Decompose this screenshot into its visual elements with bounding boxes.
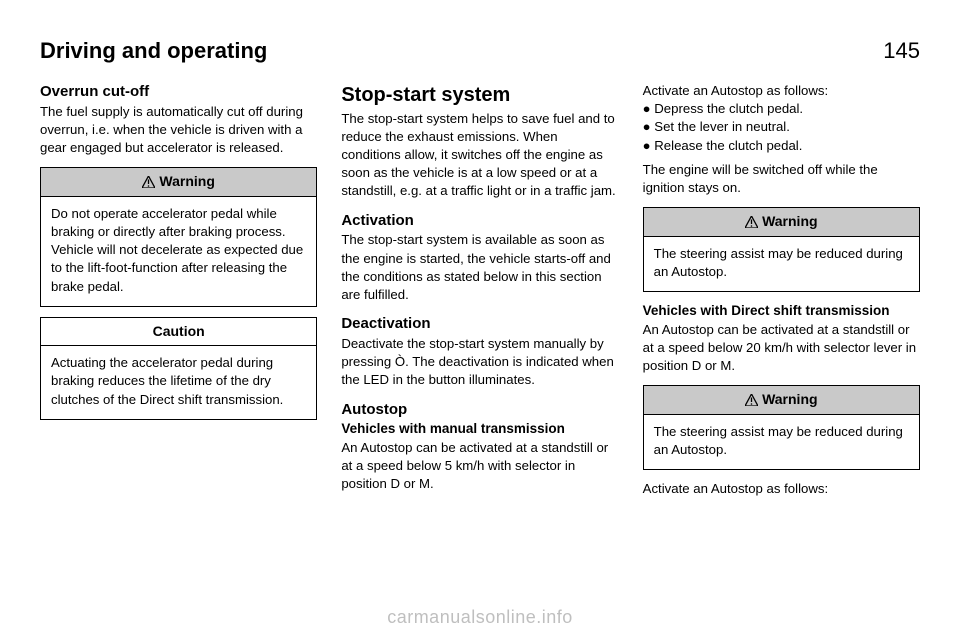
caution-box: Caution Actuating the accelerator pedal … xyxy=(40,317,317,420)
stopstart-intro: The stop-start system helps to save fuel… xyxy=(341,110,618,201)
autostop-manual-body: An Autostop can be activated at a stands… xyxy=(341,439,618,494)
watermark-text: carmanualsonline.info xyxy=(0,607,960,628)
autostop-step-2: ● Set the lever in neutral. xyxy=(643,118,920,136)
button-symbol: Ò xyxy=(395,354,405,369)
page-number: 145 xyxy=(883,38,920,64)
warning-box-1-label: Warning xyxy=(159,172,214,191)
warning-box-1-header: Warning xyxy=(41,168,316,196)
deactivation-body: Deactivate the stop-start system manuall… xyxy=(341,335,618,390)
warning-box-2-label: Warning xyxy=(762,212,817,231)
warning-box-1: Warning Do not operate accelerator pedal… xyxy=(40,167,317,306)
warning-triangle-icon xyxy=(745,394,758,406)
warning-box-3-header: Warning xyxy=(644,386,919,414)
page-title: Driving and operating xyxy=(40,38,267,64)
warning-box-3-label: Warning xyxy=(762,390,817,409)
caution-box-header: Caution xyxy=(41,318,316,346)
warning-box-2-body: The steering assist may be reduced durin… xyxy=(644,237,919,291)
manual-page: Driving and operating 145 Overrun cut-of… xyxy=(0,0,960,642)
caution-box-body: Actuating the accelerator pedal during b… xyxy=(41,346,316,419)
autostop-subheading-manual: Vehicles with manual transmission xyxy=(341,420,618,439)
warning-triangle-icon xyxy=(745,216,758,228)
deactivation-heading: Deactivation xyxy=(341,314,618,335)
warning-box-1-body: Do not operate accelerator pedal while b… xyxy=(41,197,316,306)
autostop-directshift-body: An Autostop can be activated at a stands… xyxy=(643,321,920,376)
autostop-step-3: ● Release the clutch pedal. xyxy=(643,137,920,155)
warning-box-2: Warning The steering assist may be reduc… xyxy=(643,207,920,292)
column-1: Overrun cut-off The fuel supply is autom… xyxy=(40,82,317,498)
page-header: Driving and operating 145 xyxy=(40,38,920,64)
overrun-heading: Overrun cut-off xyxy=(40,82,317,103)
autostop-heading: Autostop xyxy=(341,400,618,421)
autostop-activate-intro-2: Activate an Autostop as follows: xyxy=(643,480,920,498)
activation-body: The stop-start system is available as so… xyxy=(341,231,618,304)
autostop-subheading-directshift: Vehicles with Direct shift transmission xyxy=(643,302,920,321)
warning-box-3: Warning The steering assist may be reduc… xyxy=(643,385,920,470)
activation-heading: Activation xyxy=(341,211,618,232)
overrun-body: The fuel supply is automatically cut off… xyxy=(40,103,317,158)
column-3: Activate an Autostop as follows: ● Depre… xyxy=(643,82,920,498)
warning-box-2-header: Warning xyxy=(644,208,919,236)
warning-triangle-icon xyxy=(142,176,155,188)
caution-box-label: Caution xyxy=(153,322,205,341)
column-2: Stop-start system The stop-start system … xyxy=(341,82,618,498)
warning-box-3-body: The steering assist may be reduced durin… xyxy=(644,415,919,469)
content-columns: Overrun cut-off The fuel supply is autom… xyxy=(40,82,920,498)
autostop-step-1: ● Depress the clutch pedal. xyxy=(643,100,920,118)
stopstart-heading: Stop-start system xyxy=(341,82,618,110)
autostop-engine-off: The engine will be switched off while th… xyxy=(643,161,920,197)
autostop-activate-intro: Activate an Autostop as follows: xyxy=(643,82,920,100)
